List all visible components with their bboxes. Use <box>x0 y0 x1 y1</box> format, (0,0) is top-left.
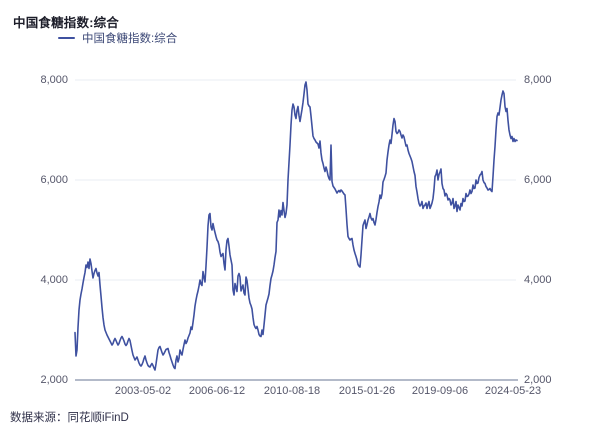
y-axis-label-right: 8,000 <box>524 74 552 86</box>
y-axis-label-left: 8,000 <box>40 74 68 86</box>
data-source: 数据来源：同花顺iFinD <box>10 412 129 424</box>
legend[interactable]: 中国食糖指数:综合 <box>58 31 177 45</box>
chart-title: 中国食糖指数:综合 <box>13 16 119 30</box>
legend-label: 中国食糖指数:综合 <box>82 33 178 45</box>
x-axis-label: 2006-06-12 <box>188 385 246 397</box>
x-axis-label: 2019-09-06 <box>411 385 469 397</box>
y-axis-label-left: 6,000 <box>40 174 68 186</box>
y-axis-label-right: 4,000 <box>524 274 552 286</box>
series-line <box>74 81 518 371</box>
x-axis-label: 2024-05-23 <box>484 385 542 397</box>
y-axis-label-right: 2,000 <box>524 374 552 386</box>
x-axis-label: 2015-01-26 <box>338 385 396 397</box>
y-axis-label-left: 4,000 <box>40 274 68 286</box>
x-axis-label: 2003-05-02 <box>114 385 172 397</box>
x-axis-label: 2010-08-18 <box>263 385 321 397</box>
legend-line-swatch <box>58 37 75 39</box>
y-axis-label-right: 6,000 <box>524 174 552 186</box>
y-axis-label-left: 2,000 <box>40 374 68 386</box>
